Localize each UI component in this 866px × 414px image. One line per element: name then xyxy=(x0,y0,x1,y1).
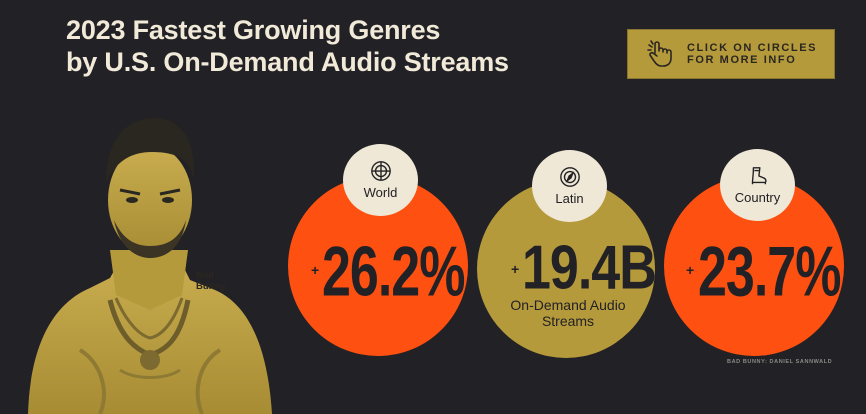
pointing-hand-icon xyxy=(647,40,672,67)
latin-genre-tag[interactable]: Latin xyxy=(532,150,607,222)
world-genre-label: World xyxy=(363,185,398,200)
country-genre-label: Country xyxy=(734,190,781,205)
title-line-1: 2023 Fastest Growing Genres xyxy=(66,15,441,45)
artist-name-line-2: Bunny xyxy=(196,281,226,292)
latin-stream-value: 19.4B xyxy=(522,233,657,303)
cta-line-2: FOR MORE INFO xyxy=(687,54,797,66)
country-plus-sign: + xyxy=(686,262,695,278)
world-plus-sign: + xyxy=(311,262,320,278)
latin-genre-label: Latin xyxy=(555,191,584,206)
compass-globe-icon xyxy=(559,167,580,187)
page-title: 2023 Fastest Growing Genres by U.S. On-D… xyxy=(66,14,509,78)
artist-name-label: Bad Bunny xyxy=(196,270,226,292)
country-growth-value: 23.7% xyxy=(698,233,841,312)
artist-photo xyxy=(28,118,272,414)
cowboy-boot-icon xyxy=(751,167,767,185)
globe-icon xyxy=(370,161,391,181)
latin-plus-sign: + xyxy=(511,261,520,277)
artist-name-line-1: Bad xyxy=(196,270,214,281)
world-growth-value: 26.2% xyxy=(322,233,465,312)
cta-label: CLICK ON CIRCLES FOR MORE INFO xyxy=(687,42,817,66)
latin-stream-caption: On-Demand Audio Streams xyxy=(510,297,626,329)
cta-line-1: CLICK ON CIRCLES xyxy=(687,42,818,54)
click-info-button[interactable]: CLICK ON CIRCLES FOR MORE INFO xyxy=(627,29,835,79)
title-line-2: by U.S. On-Demand Audio Streams xyxy=(66,47,509,77)
country-genre-tag[interactable]: Country xyxy=(720,149,795,221)
photo-credit: BAD BUNNY: DANIEL SANNWALD xyxy=(727,359,833,365)
world-genre-tag[interactable]: World xyxy=(343,144,418,216)
